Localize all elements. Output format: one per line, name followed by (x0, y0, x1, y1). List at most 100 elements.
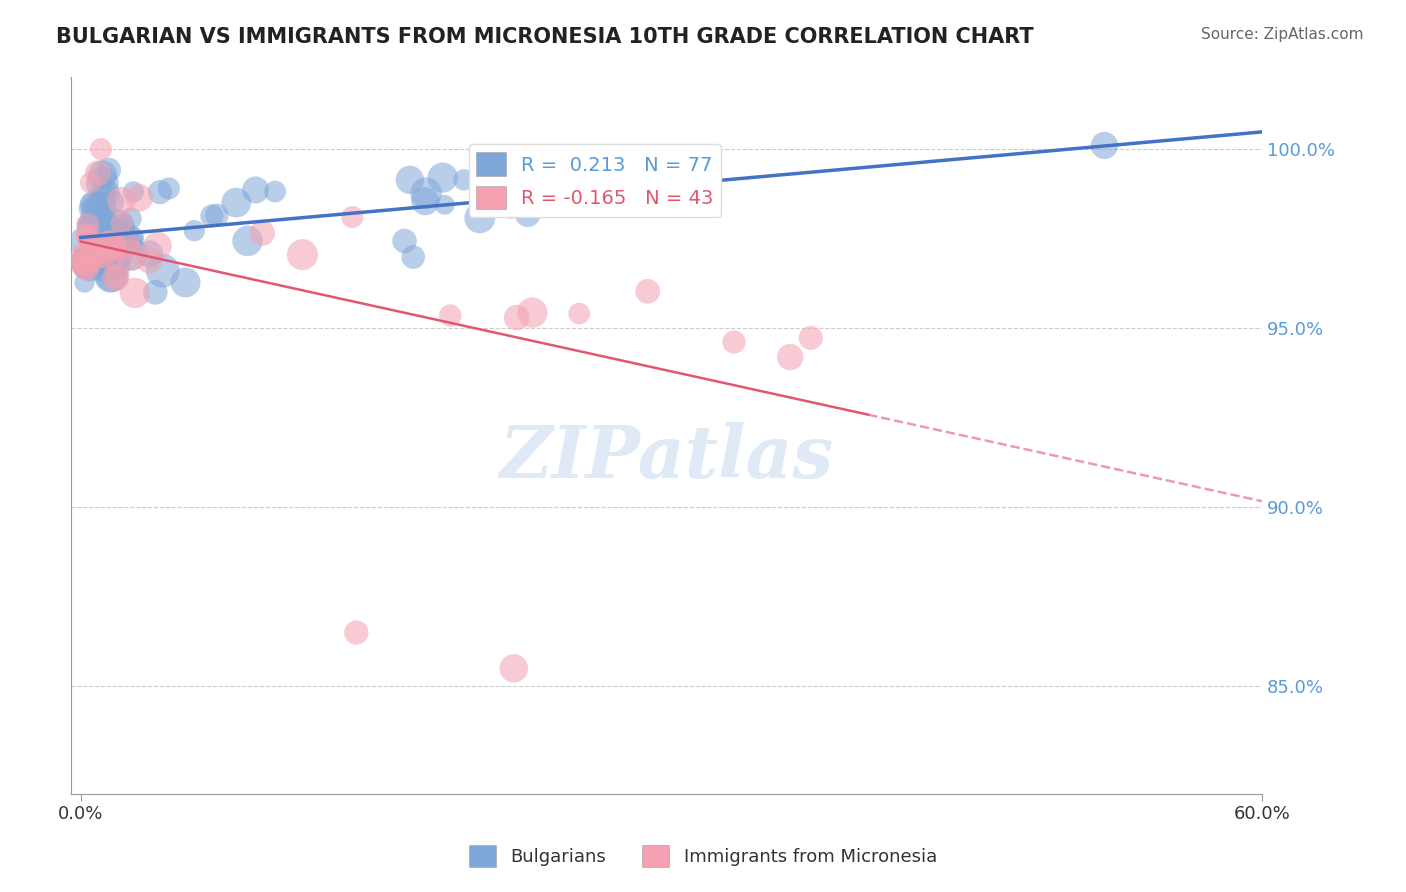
Point (96, 186, 118, 200)
Legend: Bulgarians, Immigrants from Micronesia: Bulgarians, Immigrants from Micronesia (461, 838, 945, 874)
Point (120, 248, 142, 262)
Point (433, 198, 456, 212)
Point (344, 625, 367, 640)
Point (76, 229, 98, 244)
Point (75, 258, 97, 272)
Point (96, 242, 118, 256)
Point (723, 334, 745, 349)
Point (80, 218, 103, 232)
Point (96, 241, 118, 255)
Point (76, 218, 98, 232)
Point (90, 142, 112, 156)
Point (93, 184, 115, 198)
Point (108, 246, 131, 260)
Point (84, 203, 107, 218)
Point (100, 269, 122, 284)
Point (84, 227, 107, 241)
Point (152, 263, 174, 277)
Point (149, 185, 172, 199)
Point (1092, 138, 1115, 153)
Point (75, 235, 97, 249)
Point (90, 228, 112, 243)
Point (138, 254, 160, 268)
Point (115, 238, 138, 252)
Point (800, 331, 823, 345)
Point (522, 306, 544, 320)
Point (402, 250, 425, 264)
Point (84, 253, 107, 268)
Text: ZIPatlas: ZIPatlas (499, 422, 834, 492)
Point (75, 251, 97, 265)
Point (91, 260, 114, 274)
Point (107, 269, 129, 284)
Point (105, 235, 128, 249)
Point (415, 186, 437, 201)
Point (91, 217, 114, 231)
Point (205, 208, 228, 222)
Point (100, 268, 122, 283)
Point (120, 237, 142, 252)
Point (502, 661, 524, 675)
Point (779, 350, 801, 364)
Point (91, 177, 114, 191)
Point (87, 166, 110, 180)
Point (103, 239, 125, 253)
Point (86, 255, 108, 269)
Point (468, 211, 491, 225)
Point (499, 196, 522, 211)
Point (110, 222, 132, 236)
Point (124, 285, 146, 300)
Point (252, 226, 274, 240)
Point (83, 236, 105, 251)
Point (84, 202, 107, 216)
Point (201, 209, 224, 223)
Point (97, 162, 120, 177)
Point (76, 229, 98, 244)
Point (264, 185, 287, 199)
Point (120, 247, 142, 261)
Point (108, 222, 131, 236)
Point (91, 250, 114, 264)
Point (117, 234, 139, 248)
Point (506, 310, 529, 325)
Point (107, 260, 129, 274)
Point (77, 247, 100, 261)
Point (225, 195, 247, 210)
Point (398, 173, 420, 187)
Point (143, 285, 166, 300)
Point (157, 181, 180, 195)
Point (100, 238, 122, 252)
Point (100, 249, 122, 263)
Legend: R =  0.213   N = 77, R = -0.165   N = 43: R = 0.213 N = 77, R = -0.165 N = 43 (468, 145, 721, 217)
Point (110, 194, 132, 208)
Point (75, 260, 97, 274)
Point (104, 271, 127, 285)
Point (111, 216, 134, 230)
Point (89, 201, 111, 215)
Point (73, 276, 96, 290)
Point (75, 260, 97, 275)
Point (342, 210, 364, 224)
Point (98, 219, 121, 233)
Point (183, 224, 205, 238)
Point (122, 185, 145, 199)
Point (80, 222, 103, 236)
Point (245, 183, 267, 197)
Point (291, 248, 314, 262)
Point (413, 194, 436, 209)
Point (72, 257, 94, 271)
Point (83, 197, 105, 211)
Point (568, 307, 591, 321)
Point (115, 232, 138, 246)
Point (439, 309, 461, 323)
Point (453, 173, 475, 187)
Point (80, 252, 103, 266)
Point (432, 170, 454, 185)
Point (146, 239, 169, 253)
Point (174, 276, 197, 290)
Point (72, 253, 94, 268)
Text: BULGARIAN VS IMMIGRANTS FROM MICRONESIA 10TH GRADE CORRELATION CHART: BULGARIAN VS IMMIGRANTS FROM MICRONESIA … (56, 27, 1033, 46)
Point (97, 228, 120, 243)
Point (97, 239, 120, 253)
Point (100, 244, 122, 259)
